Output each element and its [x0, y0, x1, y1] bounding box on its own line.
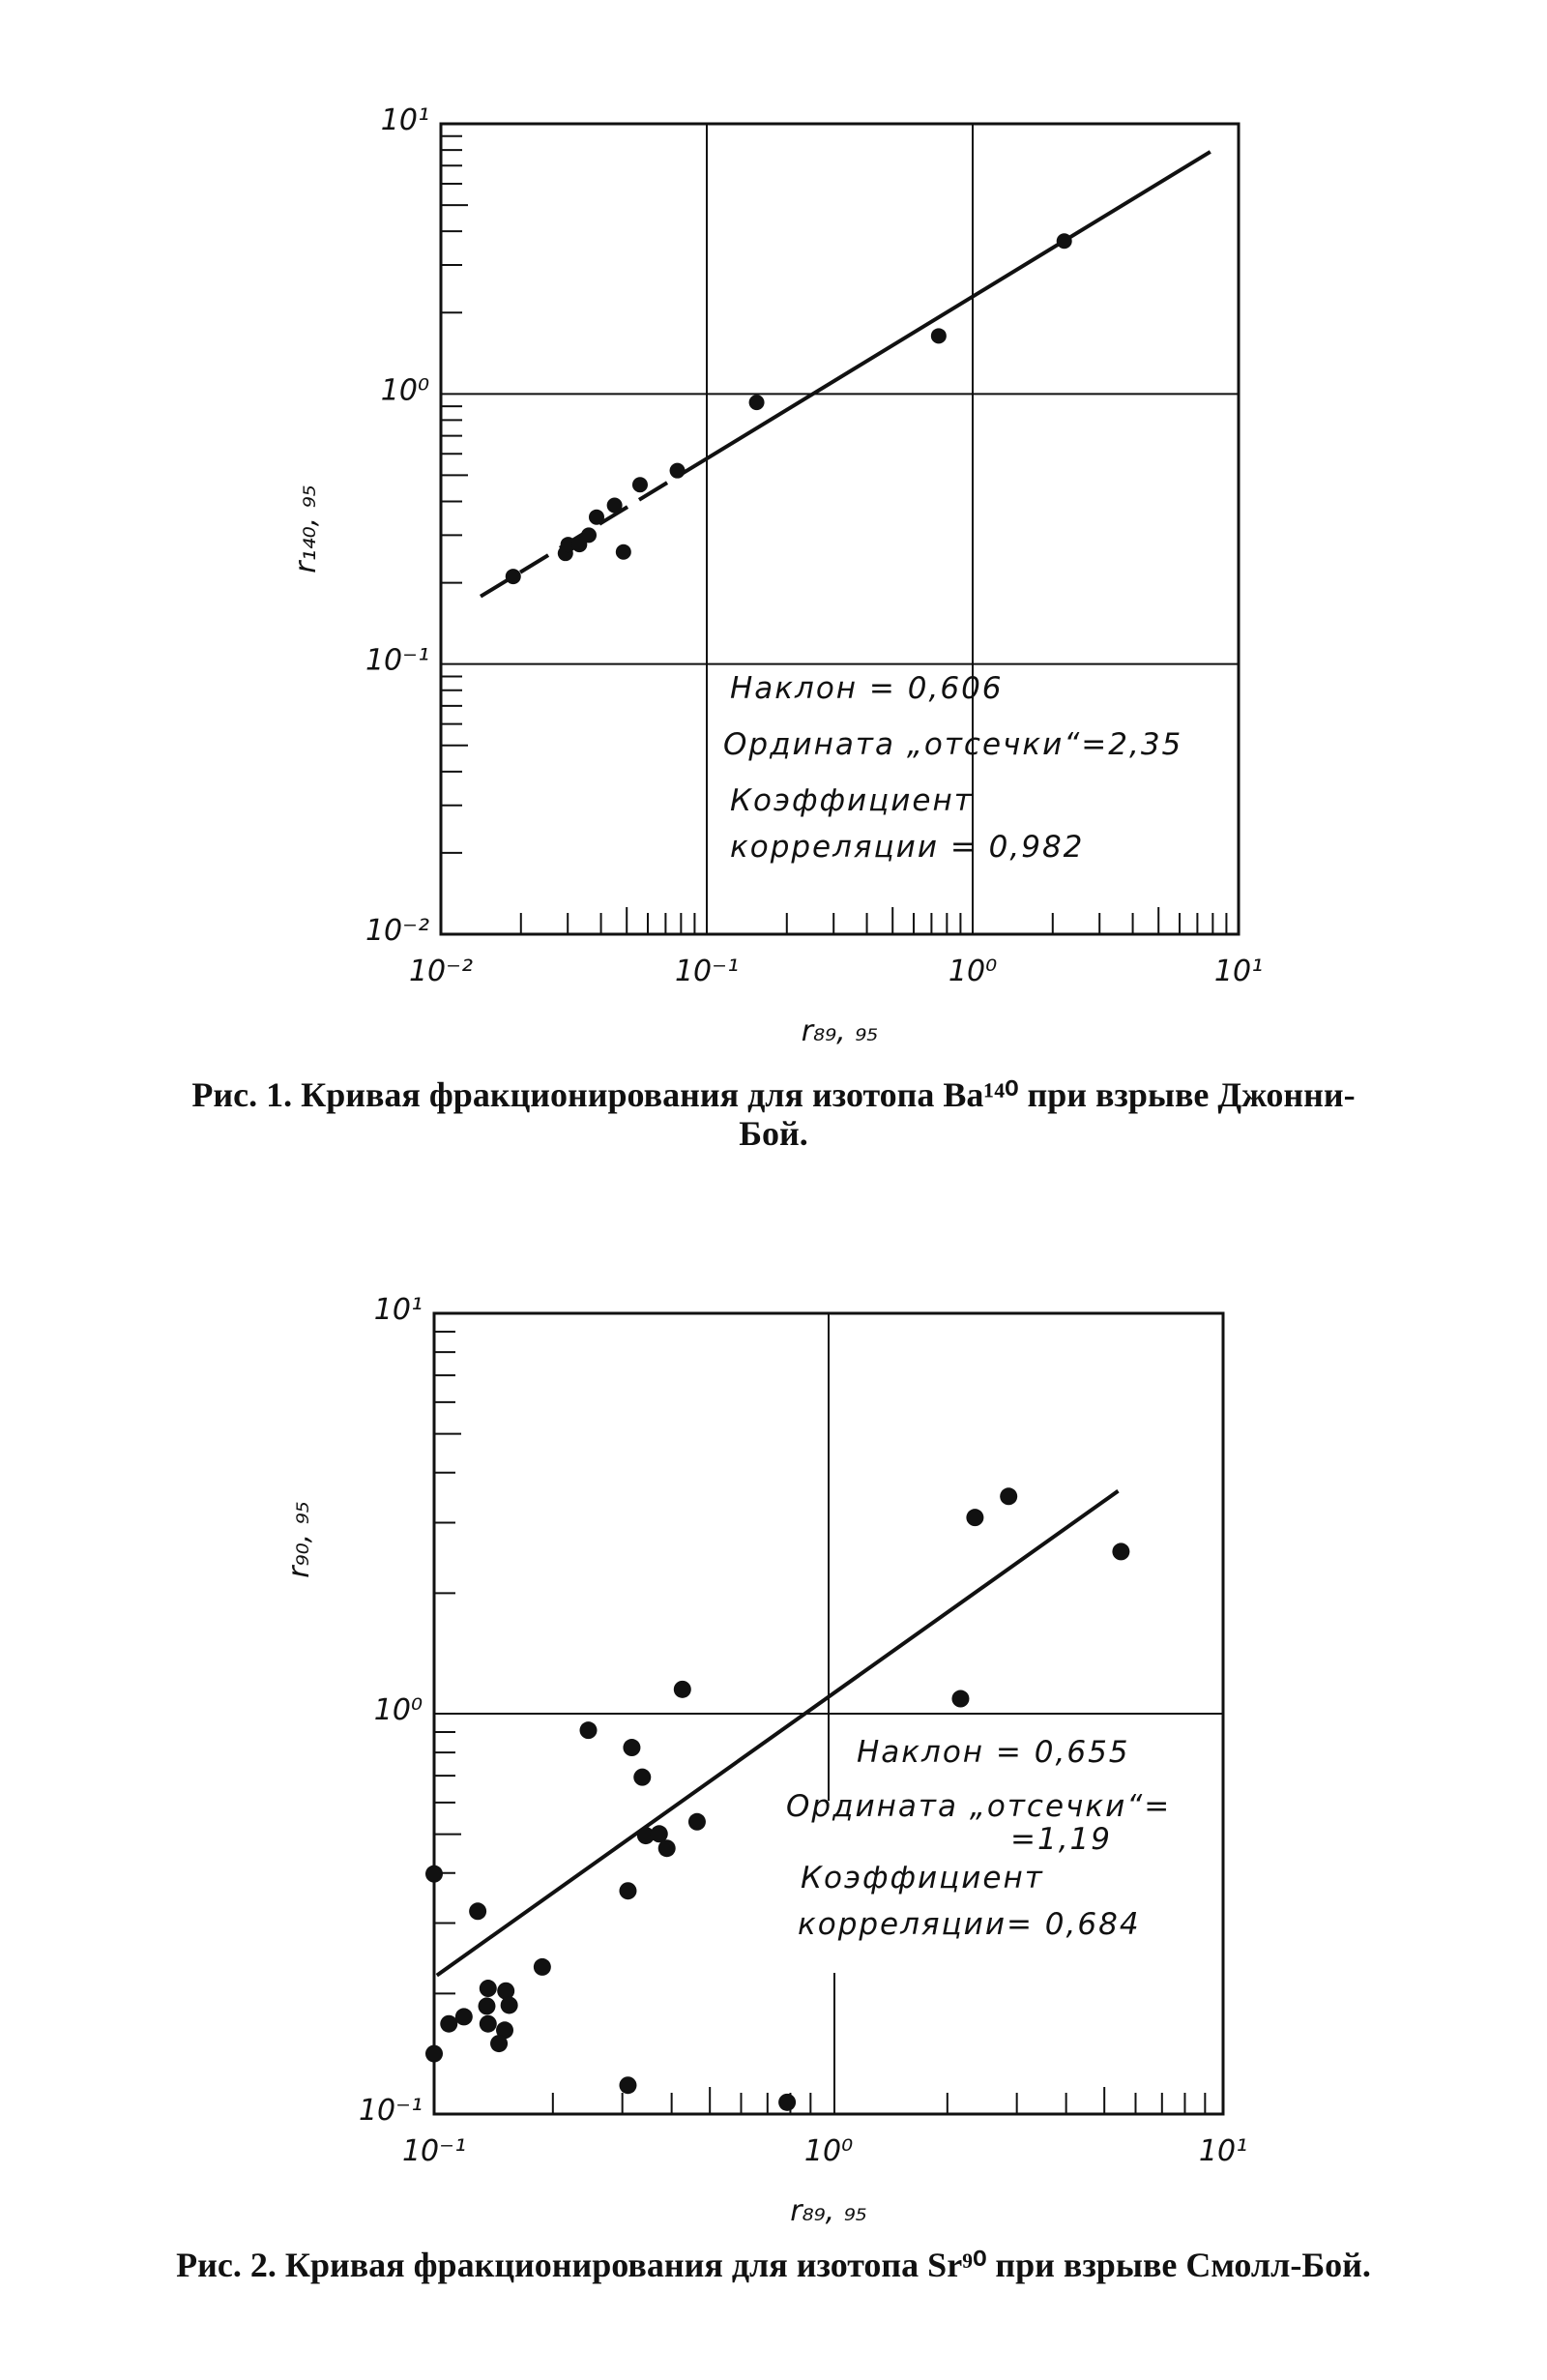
data-point	[425, 2044, 443, 2063]
caption-2-text: Кривая фракционирования для изотопа Sr⁹⁰…	[284, 2246, 1371, 2284]
data-point	[619, 1882, 637, 1900]
data-point	[500, 1996, 518, 2014]
data-point	[479, 2014, 497, 2033]
y-tick-label: 10⁻¹	[359, 2094, 423, 2128]
data-point	[636, 1827, 655, 1845]
chart-2: 10⁻¹ 10⁰ 10¹ 10⁻¹ 10⁰ 10¹ r₈₉, ₉₅ r₉₀, ₉₅ Наклон…	[282, 1293, 1247, 2228]
caption-2: Рис. 2. Кривая фракционирования для изот…	[39, 2246, 1508, 2284]
x-tick-label: 10⁻¹	[402, 2134, 466, 2168]
data-point	[673, 1680, 691, 1698]
data-point	[533, 1957, 551, 1976]
annotation-text: Коэффициент	[801, 1861, 1044, 1895]
y-tick-label: 10⁰	[381, 373, 429, 407]
x-tick-label: 10⁻²	[409, 955, 473, 988]
annotation-text: корреляции= 0,684	[798, 1907, 1141, 1942]
data-point	[623, 1739, 641, 1757]
data-point	[490, 2035, 509, 2053]
annotation-text: Наклон = 0,606	[730, 671, 1004, 706]
data-point	[469, 1902, 487, 1921]
y-tick-label: 10¹	[374, 1293, 423, 1327]
data-point	[505, 569, 521, 585]
x-axis-label: r₈₉, ₉₅	[790, 2194, 867, 2228]
data-point	[478, 1997, 496, 2015]
data-point	[560, 537, 576, 553]
x-tick-label: 10⁰	[804, 2134, 853, 2168]
data-point	[657, 1839, 676, 1858]
y-tick-label: 10¹	[381, 103, 429, 137]
y-tick-label: 10⁰	[374, 1693, 423, 1727]
annotation-text: Коэффициент	[730, 783, 974, 818]
chart-1: 10⁻² 10⁻¹ 10⁰ 10¹ 10⁻² 10⁻¹ 10⁰ 10¹ r₈₉, ₉₅ r₁₄₀,…	[289, 103, 1263, 1048]
y-axis-label: r₁₄₀, ₉₅	[289, 485, 323, 573]
data-point	[571, 537, 588, 553]
annotation-text: =1,19	[1010, 1822, 1112, 1857]
data-point	[633, 1768, 652, 1786]
data-point	[579, 1721, 598, 1740]
data-point	[669, 462, 686, 479]
annotation-text: Ордината „отсечки“=2,35	[723, 727, 1182, 762]
data-point	[589, 509, 605, 525]
data-point	[930, 328, 947, 344]
caption-2-prefix: Рис. 2.	[176, 2246, 277, 2284]
data-point	[1000, 1487, 1018, 1506]
data-point	[631, 477, 648, 493]
caption-1-prefix: Рис. 1.	[191, 1075, 293, 1114]
plot-frame	[439, 122, 1241, 936]
y-axis-label: r₉₀, ₉₅	[282, 1501, 316, 1578]
data-point	[687, 1812, 706, 1831]
annotation-text: корреляции = 0,982	[730, 830, 1084, 865]
data-point	[1056, 233, 1072, 250]
fit-line	[705, 150, 1211, 460]
data-point	[496, 2021, 514, 2040]
x-tick-label: 10¹	[1199, 2134, 1247, 2168]
data-point	[454, 2008, 473, 2026]
annotation-text: Ордината „отсечки“=	[786, 1789, 1171, 1824]
x-axis-label: r₈₉, ₉₅	[802, 1014, 879, 1048]
data-point	[951, 1690, 970, 1708]
data-point	[440, 2014, 458, 2033]
data-point	[479, 1980, 497, 1998]
y-tick-label: 10⁻¹	[365, 644, 429, 678]
caption-1-text: Кривая фракционирования для изотопа Ba¹⁴…	[301, 1075, 1356, 1114]
annotation-text: Наклон = 0,655	[857, 1735, 1130, 1770]
data-point	[606, 497, 623, 514]
data-point	[966, 1509, 984, 1527]
caption-1: Рис. 1. Кривая фракционирования для изот…	[39, 1075, 1508, 1153]
x-tick-label: 10⁻¹	[675, 955, 739, 988]
x-tick-label: 10¹	[1214, 955, 1263, 988]
fit-line	[435, 1489, 1120, 1978]
data-point	[748, 395, 765, 411]
y-tick-label: 10⁻²	[365, 914, 429, 948]
data-point	[580, 527, 597, 544]
data-point	[1112, 1543, 1130, 1561]
data-point	[778, 2093, 797, 2111]
data-point	[650, 1825, 668, 1843]
data-point	[619, 2076, 637, 2095]
x-tick-label: 10⁰	[949, 955, 997, 988]
data-point	[425, 1865, 443, 1883]
data-point	[615, 544, 631, 560]
data-point	[497, 1982, 515, 2000]
caption-1-text2: Бой.	[739, 1114, 808, 1153]
